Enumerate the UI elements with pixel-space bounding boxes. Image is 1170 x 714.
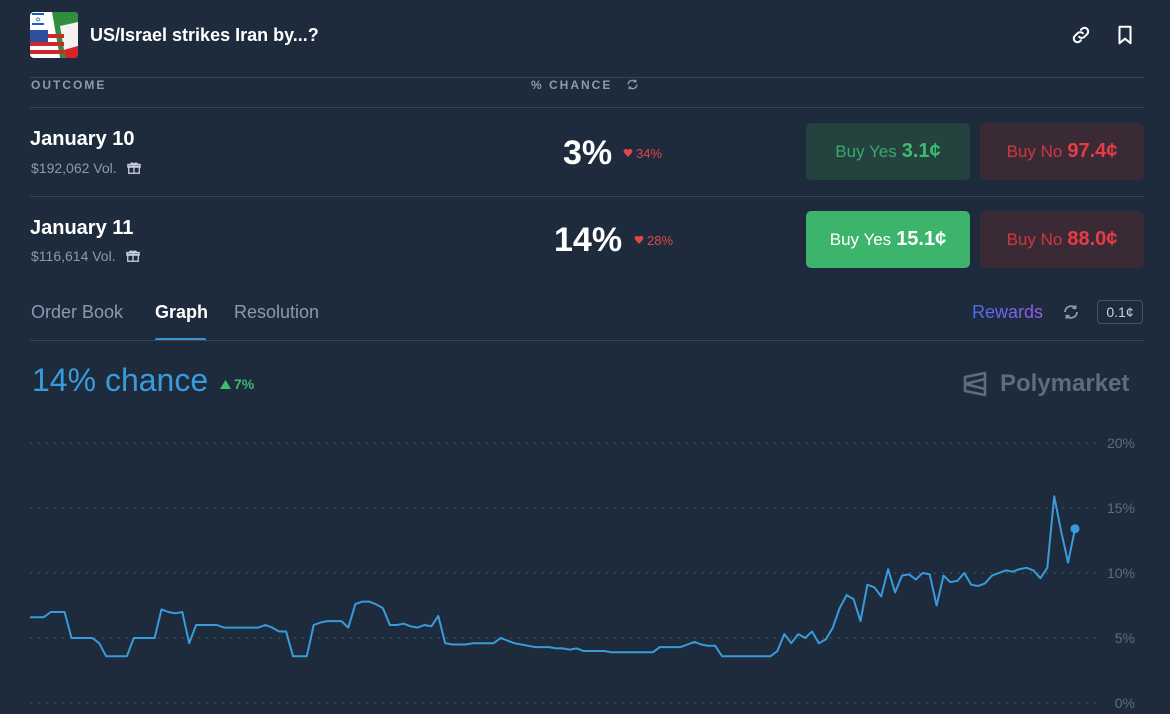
polymarket-logo: Polymarket (962, 370, 1129, 398)
chance-change: 34% (623, 146, 662, 161)
outcome-volume: $192,062 Vol. (31, 160, 141, 176)
change-value: 34% (636, 146, 663, 161)
row-divider (30, 196, 1144, 197)
link-icon[interactable] (1070, 24, 1092, 46)
tabs-divider (30, 340, 1144, 341)
column-header-divider (30, 107, 1144, 108)
svg-text:✡: ✡ (35, 16, 41, 24)
outcome-chance: 3% (563, 134, 613, 172)
outcome-date: January 10 (30, 128, 135, 150)
active-tab-indicator (155, 338, 206, 341)
buy-yes-button[interactable]: Buy Yes 3.1¢ (806, 123, 970, 180)
polymarket-icon (963, 371, 987, 397)
y-tick-label: 5% (1115, 630, 1135, 646)
volume-label: $116,614 Vol. (31, 248, 116, 264)
last-point-marker (1070, 524, 1080, 534)
outcome-row[interactable]: January 11 $116,614 Vol. 14% 28% Buy Yes… (0, 197, 1170, 285)
rewards-link[interactable]: Rewards (972, 302, 1044, 322)
volume-label: $192,062 Vol. (31, 160, 117, 176)
y-tick-label: 15% (1107, 500, 1135, 516)
buy-no-button[interactable]: Buy No 88.0¢ (980, 211, 1144, 268)
chance-column-label: % CHANCE (531, 78, 613, 92)
up-triangle-icon (220, 380, 231, 389)
tick-size-selector[interactable]: 0.1¢ (1097, 300, 1143, 324)
series-line (30, 495, 1076, 658)
buy-no-label: Buy No (1006, 141, 1063, 161)
buy-yes-label: Buy Yes (829, 229, 892, 249)
down-heart-icon (623, 148, 633, 157)
outcome-row[interactable]: January 10 $192,062 Vol. 3% 34% Buy Yes … (0, 108, 1170, 196)
tab-order-book[interactable]: Order Book (31, 302, 124, 322)
price-chart[interactable]: 20% 15% 10% 5% 0% (0, 420, 1170, 714)
buy-yes-price: 3.1¢ (901, 140, 941, 162)
gift-icon (126, 162, 141, 174)
brand-name: Polymarket (1000, 370, 1130, 397)
change-value: 28% (647, 233, 674, 248)
y-tick-label: 10% (1107, 565, 1135, 581)
current-chance: 14% chance (32, 362, 209, 398)
outcome-date: January 11 (30, 217, 134, 239)
buy-yes-button[interactable]: Buy Yes 15.1¢ (806, 211, 970, 268)
refresh-icon[interactable] (1062, 303, 1080, 321)
chance-change-up: 7% (220, 376, 254, 392)
outcome-chance: 14% (554, 221, 623, 259)
buy-no-label: Buy No (1006, 229, 1063, 249)
header-divider (30, 77, 1144, 78)
market-title: US/Israel strikes Iran by...? (90, 25, 319, 45)
down-heart-icon (634, 235, 644, 244)
outcome-volume: $116,614 Vol. (31, 248, 140, 264)
y-tick-label: 20% (1107, 435, 1135, 451)
outcome-column-header: OUTCOME (31, 78, 107, 92)
buy-yes-label: Buy Yes (835, 141, 897, 161)
refresh-icon[interactable] (626, 78, 639, 91)
chance-change-up-value: 7% (234, 376, 255, 392)
chance-change: 28% (634, 233, 673, 248)
chance-column-header: % CHANCE (531, 78, 639, 92)
market-flag-icon: ✡ (30, 12, 78, 58)
buy-no-price: 97.4¢ (1067, 140, 1118, 162)
buy-no-price: 88.0¢ (1067, 228, 1118, 250)
buy-yes-price: 15.1¢ (896, 228, 947, 250)
tab-graph[interactable]: Graph (155, 302, 209, 322)
gift-icon (125, 250, 140, 262)
buy-no-button[interactable]: Buy No 97.4¢ (980, 123, 1144, 180)
tab-resolution[interactable]: Resolution (234, 302, 320, 322)
y-tick-label: 0% (1115, 695, 1135, 711)
bookmark-icon[interactable] (1114, 24, 1136, 46)
